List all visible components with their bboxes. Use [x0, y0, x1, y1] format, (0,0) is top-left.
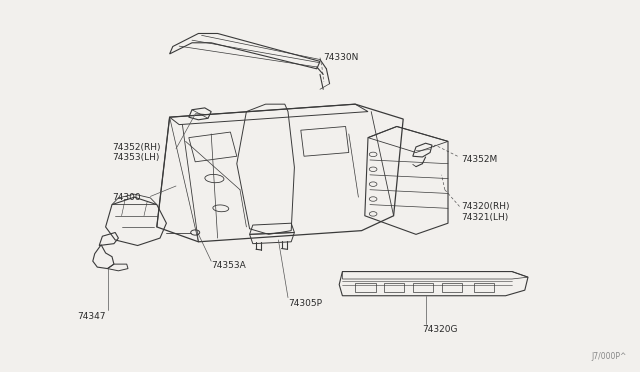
Text: 74352M: 74352M: [461, 155, 497, 164]
Text: 74347: 74347: [77, 312, 106, 321]
Text: 74330N: 74330N: [323, 53, 358, 62]
Text: J7/000P^: J7/000P^: [592, 352, 627, 361]
Text: 74320G: 74320G: [422, 325, 458, 334]
Text: 74352(RH)
74353(LH): 74352(RH) 74353(LH): [112, 143, 161, 162]
Text: 74353A: 74353A: [211, 262, 246, 270]
Text: 74305P: 74305P: [288, 299, 322, 308]
Text: 74320(RH)
74321(LH): 74320(RH) 74321(LH): [461, 202, 509, 222]
Text: 74300: 74300: [112, 193, 141, 202]
